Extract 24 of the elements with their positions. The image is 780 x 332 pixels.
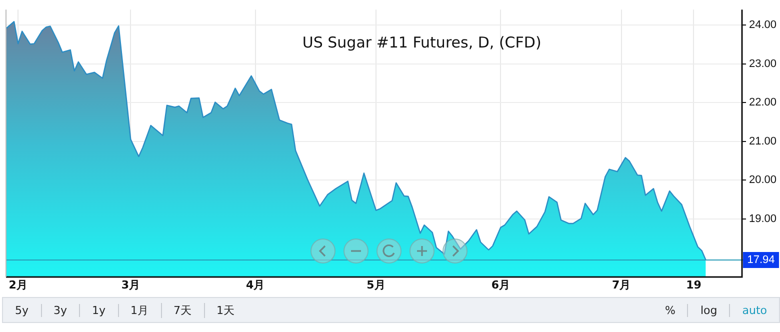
y-tick-label: 20.00 — [749, 174, 777, 186]
ref-line-label: 17.94 — [747, 254, 775, 266]
y-tick-label: 23.00 — [749, 58, 777, 70]
x-tick-label: 4月 — [246, 278, 265, 292]
y-tick-label: 19.00 — [749, 212, 777, 225]
text: log — [688, 304, 730, 316]
x-tick-label: 19 — [686, 278, 702, 292]
text: auto — [741, 304, 768, 316]
text: % — [653, 304, 688, 316]
x-tick-label: 7月 — [612, 278, 631, 292]
x-tick-label: 3月 — [121, 278, 140, 292]
x-tick-label: 5月 — [366, 278, 386, 292]
text: US Sugar #11 Futures, D, (CFD) — [302, 33, 542, 52]
y-tick-label: 22.00 — [749, 96, 777, 109]
x-tick-label: 6月 — [491, 278, 510, 292]
text: 3y — [42, 304, 80, 316]
text: 1天 — [216, 302, 236, 318]
text: 1月 — [118, 302, 162, 318]
text: 7天 — [162, 302, 205, 318]
y-tick-label: 21.00 — [749, 135, 777, 148]
text: 5y — [3, 304, 42, 316]
x-tick-label: 2月 — [8, 278, 28, 292]
text: 1y — [80, 304, 119, 316]
y-tick-label: 24.00 — [749, 19, 777, 32]
